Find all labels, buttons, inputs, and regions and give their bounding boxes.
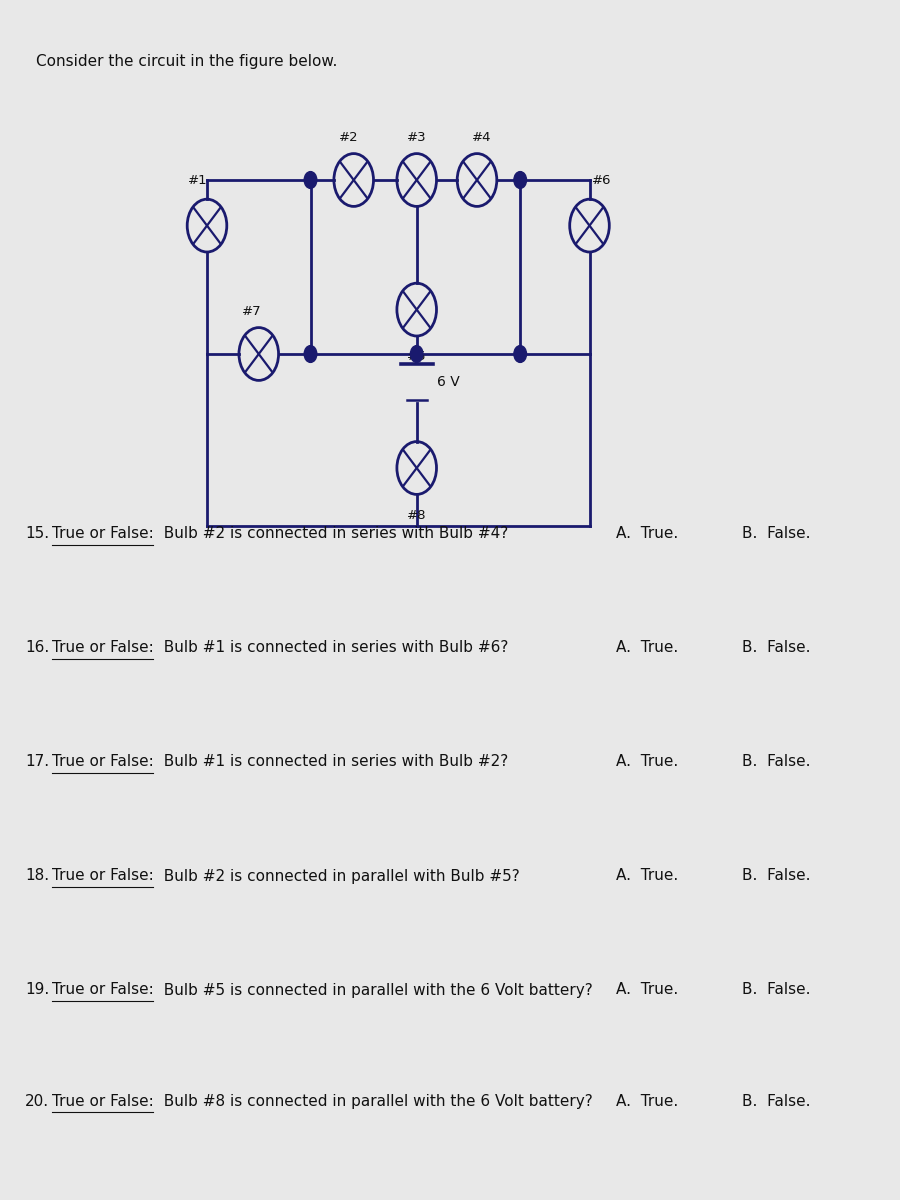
- Text: True or False:: True or False:: [52, 1094, 154, 1109]
- Circle shape: [304, 346, 317, 362]
- Text: #3: #3: [407, 131, 427, 144]
- Text: #4: #4: [472, 131, 491, 144]
- Text: 19.: 19.: [25, 983, 50, 997]
- Text: Consider the circuit in the figure below.: Consider the circuit in the figure below…: [36, 54, 338, 68]
- Text: B.  False.: B. False.: [742, 755, 811, 769]
- Text: B.  False.: B. False.: [742, 869, 811, 883]
- Text: A.  True.: A. True.: [616, 869, 679, 883]
- Text: B.  False.: B. False.: [742, 641, 811, 655]
- Text: Bulb #1 is connected in series with Bulb #6?: Bulb #1 is connected in series with Bulb…: [154, 641, 508, 655]
- Text: B.  False.: B. False.: [742, 527, 811, 541]
- Text: B.  False.: B. False.: [742, 983, 811, 997]
- Text: True or False:: True or False:: [52, 755, 154, 769]
- Circle shape: [514, 346, 526, 362]
- Text: A.  True.: A. True.: [616, 527, 679, 541]
- Text: A.  True.: A. True.: [616, 755, 679, 769]
- Text: #5: #5: [407, 350, 427, 364]
- Text: A.  True.: A. True.: [616, 641, 679, 655]
- Text: #2: #2: [339, 131, 359, 144]
- Text: True or False:: True or False:: [52, 527, 154, 541]
- Text: #6: #6: [592, 174, 612, 187]
- Circle shape: [514, 172, 526, 188]
- Text: 15.: 15.: [25, 527, 50, 541]
- Text: Bulb #5 is connected in parallel with the 6 Volt battery?: Bulb #5 is connected in parallel with th…: [154, 983, 592, 997]
- Text: 16.: 16.: [25, 641, 50, 655]
- Circle shape: [304, 172, 317, 188]
- Text: True or False:: True or False:: [52, 983, 154, 997]
- Text: Bulb #2 is connected in parallel with Bulb #5?: Bulb #2 is connected in parallel with Bu…: [154, 869, 519, 883]
- Text: A.  True.: A. True.: [616, 983, 679, 997]
- Text: 17.: 17.: [25, 755, 50, 769]
- Text: 6 V: 6 V: [437, 374, 460, 389]
- Text: True or False:: True or False:: [52, 641, 154, 655]
- Text: B.  False.: B. False.: [742, 1094, 811, 1109]
- Text: #7: #7: [242, 305, 261, 318]
- Text: Bulb #2 is connected in series with Bulb #4?: Bulb #2 is connected in series with Bulb…: [154, 527, 508, 541]
- Text: True or False:: True or False:: [52, 869, 154, 883]
- Text: #1: #1: [188, 174, 208, 187]
- Text: 18.: 18.: [25, 869, 50, 883]
- Circle shape: [410, 346, 423, 362]
- Text: #8: #8: [407, 509, 427, 522]
- Text: Bulb #1 is connected in series with Bulb #2?: Bulb #1 is connected in series with Bulb…: [154, 755, 508, 769]
- Text: Bulb #8 is connected in parallel with the 6 Volt battery?: Bulb #8 is connected in parallel with th…: [154, 1094, 592, 1109]
- Text: 20.: 20.: [25, 1094, 50, 1109]
- Text: A.  True.: A. True.: [616, 1094, 679, 1109]
